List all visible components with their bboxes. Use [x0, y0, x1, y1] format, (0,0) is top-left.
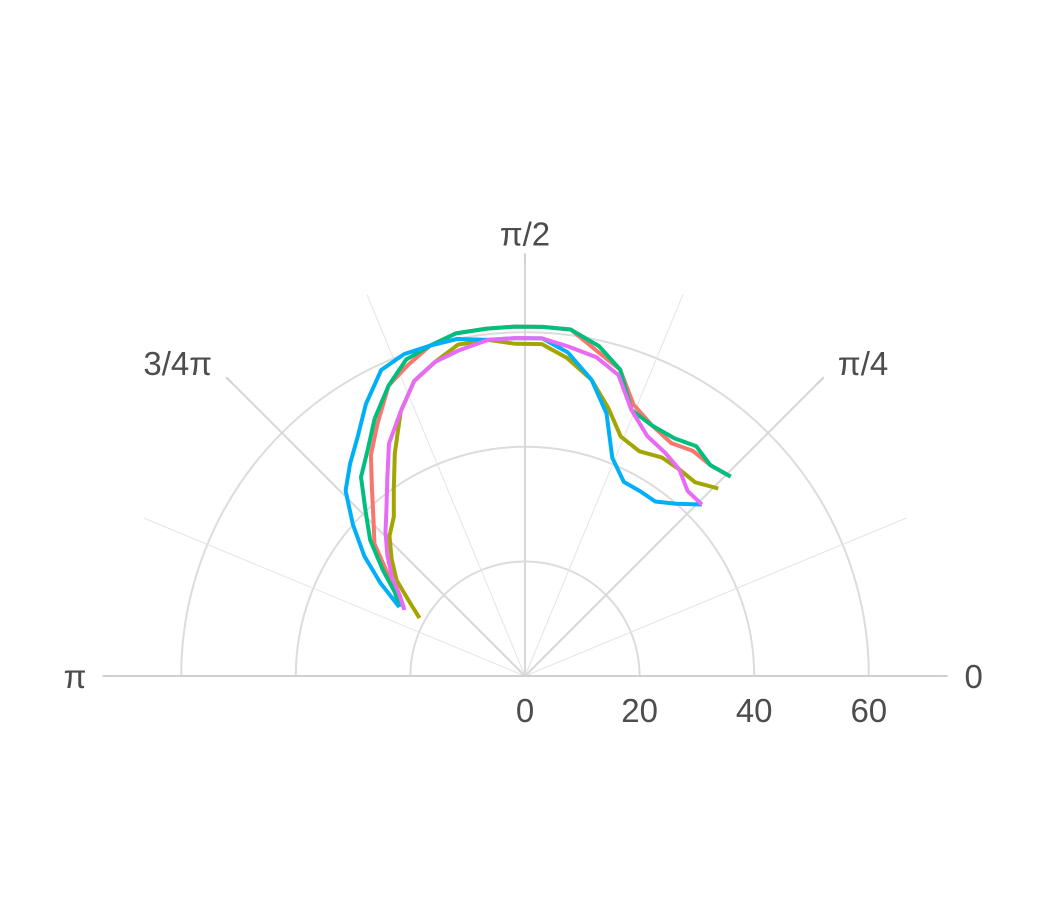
tick-labels: 0 π/4 π/2 3/4π π 0 20 40 60	[64, 215, 983, 729]
series-line-2	[387, 337, 719, 620]
angular-minor-gridline	[366, 294, 526, 677]
angular-gridline	[524, 383, 818, 677]
angular-minor-gridline	[524, 294, 684, 677]
angular-tick-label: 0	[965, 658, 983, 695]
angular-tick-mark	[816, 376, 825, 385]
series-line-3	[359, 324, 732, 608]
polar-grid	[102, 253, 948, 678]
series-lines	[343, 324, 732, 620]
angular-tick-label: 3/4π	[143, 345, 212, 382]
radial-tick-label: 40	[736, 692, 773, 729]
radial-tick-label: 60	[850, 692, 887, 729]
angular-tick-label: π	[64, 658, 87, 695]
angular-gridline	[232, 383, 526, 677]
angular-tick-label: π/2	[500, 215, 550, 252]
angular-tick-mark	[225, 376, 234, 385]
angular-tick-label: π/4	[838, 345, 888, 382]
series-line-4	[343, 336, 702, 609]
series-line-5	[383, 336, 704, 611]
angular-minor-gridline	[524, 517, 907, 677]
radial-tick-label: 20	[621, 692, 658, 729]
radial-tick-label: 0	[516, 692, 534, 729]
angular-minor-gridline	[143, 517, 526, 677]
